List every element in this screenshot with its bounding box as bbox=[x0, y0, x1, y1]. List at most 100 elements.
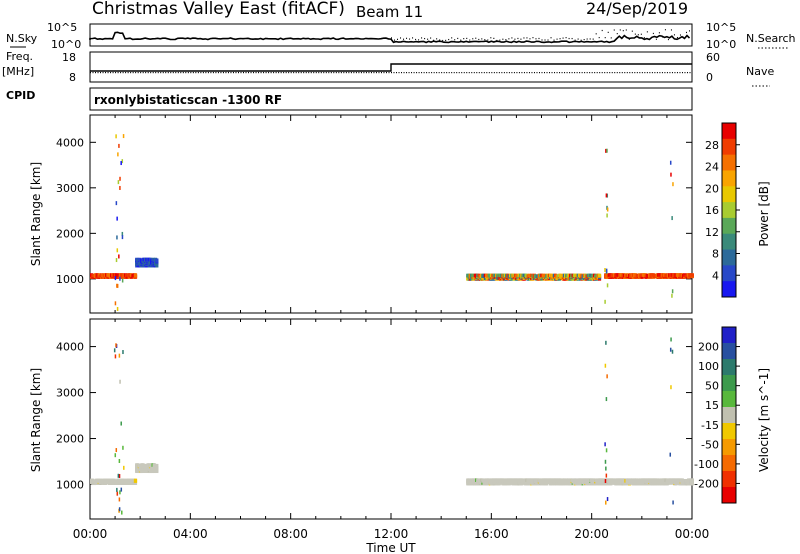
scatter-cell bbox=[121, 159, 124, 164]
nsearch-dot bbox=[673, 34, 675, 36]
nsearch-dot bbox=[430, 37, 432, 39]
nave-dot bbox=[533, 72, 535, 74]
nsearch-dot bbox=[418, 39, 420, 41]
nsearch-dot bbox=[466, 37, 468, 40]
nave-dot bbox=[546, 72, 548, 74]
nsearch-dot bbox=[529, 38, 531, 40]
freq-line bbox=[90, 63, 692, 72]
nave-dot bbox=[303, 72, 305, 74]
scatter-cell bbox=[604, 479, 607, 484]
nave-dot bbox=[288, 72, 290, 74]
nave-dot bbox=[167, 72, 169, 74]
scatter-cell bbox=[119, 185, 121, 190]
nsearch-dot bbox=[514, 38, 516, 40]
nsearch-dot bbox=[598, 36, 600, 39]
nsearch-dot bbox=[475, 37, 477, 39]
scatter-cell bbox=[690, 478, 694, 482]
nsearch-dot bbox=[415, 38, 417, 41]
nave-dot bbox=[521, 72, 523, 74]
nave-dot bbox=[461, 72, 463, 74]
nave-dot bbox=[664, 72, 666, 74]
nave-dot bbox=[508, 72, 510, 74]
nave-dot bbox=[197, 72, 199, 74]
nave-dot bbox=[235, 72, 237, 74]
nsearch-dot bbox=[556, 38, 558, 40]
nsearch-dot bbox=[631, 30, 633, 32]
nave-dot bbox=[579, 72, 581, 74]
nsearch-dot bbox=[637, 34, 639, 36]
scatter-cell bbox=[155, 465, 159, 470]
nave-dot bbox=[431, 72, 433, 74]
nave-dot bbox=[418, 72, 420, 74]
nave-dot bbox=[609, 72, 611, 74]
scatter-cell bbox=[117, 152, 119, 157]
nsky-label: N.Sky bbox=[6, 32, 38, 45]
nave-dot bbox=[388, 72, 390, 74]
nave-dot bbox=[187, 72, 189, 74]
nave-dot bbox=[160, 72, 162, 74]
y-tick-label: 4000 bbox=[56, 136, 84, 149]
nsearch-tick-bottom: 10^0 bbox=[706, 38, 736, 51]
scatter-cell bbox=[117, 180, 120, 185]
nave-dot bbox=[571, 72, 573, 74]
scatter-cell bbox=[116, 283, 118, 288]
nave-dot bbox=[90, 72, 91, 74]
scatter-cell bbox=[605, 148, 607, 153]
nave-dot bbox=[559, 72, 561, 74]
nsearch-dot bbox=[397, 38, 399, 40]
nave-dot bbox=[135, 72, 137, 74]
nave-dot bbox=[313, 72, 315, 74]
nave-dot bbox=[576, 72, 578, 74]
nave-dot bbox=[142, 72, 144, 74]
nave-dot bbox=[370, 72, 372, 74]
scatter-cell bbox=[119, 276, 121, 281]
nsearch-dot bbox=[424, 37, 426, 40]
nave-dot bbox=[493, 72, 495, 74]
nave-dot bbox=[659, 72, 661, 74]
nave-dot bbox=[217, 72, 219, 74]
scatter-cell bbox=[118, 497, 121, 502]
nave-dot bbox=[478, 72, 480, 74]
nsearch-dot bbox=[490, 37, 492, 39]
scatter-cell bbox=[118, 143, 120, 148]
nave-dot bbox=[250, 72, 252, 74]
colorbar-tick-label: 24 bbox=[705, 161, 719, 174]
nave-dot bbox=[243, 72, 245, 74]
nave-dot bbox=[222, 72, 224, 74]
nsearch-dot bbox=[559, 38, 561, 40]
time-axis-label: Time UT bbox=[365, 541, 416, 554]
nave-label: Nave bbox=[746, 65, 774, 78]
nave-dot bbox=[436, 72, 438, 74]
scatter-cell bbox=[605, 193, 608, 198]
y-tick-label: 2000 bbox=[56, 227, 84, 240]
colorbar-segment bbox=[722, 471, 736, 488]
nsearch-dot bbox=[658, 32, 660, 34]
nave-dot bbox=[536, 72, 538, 74]
scatter-cell bbox=[113, 348, 116, 353]
nsearch-dot bbox=[487, 39, 489, 41]
nave-dot bbox=[591, 72, 593, 74]
colorbar-segment bbox=[722, 170, 736, 187]
colorbar-segment bbox=[722, 359, 736, 376]
scatter-cell bbox=[118, 507, 121, 512]
velocity-panel-frame bbox=[89, 318, 693, 520]
nave-dot bbox=[273, 72, 275, 74]
nave-dot bbox=[498, 72, 500, 74]
nave-dot bbox=[649, 72, 651, 74]
nave-dot bbox=[385, 72, 387, 74]
nave-dot bbox=[596, 72, 598, 74]
nsearch-dot bbox=[622, 30, 624, 32]
nave-dot bbox=[170, 72, 172, 74]
nsearch-dot bbox=[460, 39, 462, 41]
nsearch-label: N.Search bbox=[746, 32, 796, 45]
nave-dot bbox=[180, 72, 182, 74]
nsearch-dot bbox=[493, 37, 495, 39]
nave-dot bbox=[348, 72, 350, 74]
freq-strip-frame bbox=[89, 51, 693, 83]
freq-label: Freq. bbox=[6, 50, 33, 63]
nave-dot bbox=[353, 72, 355, 74]
nave-dot bbox=[308, 72, 310, 74]
nsearch-dot bbox=[409, 38, 411, 40]
nave-dot bbox=[644, 72, 646, 74]
nave-dot bbox=[97, 72, 99, 74]
